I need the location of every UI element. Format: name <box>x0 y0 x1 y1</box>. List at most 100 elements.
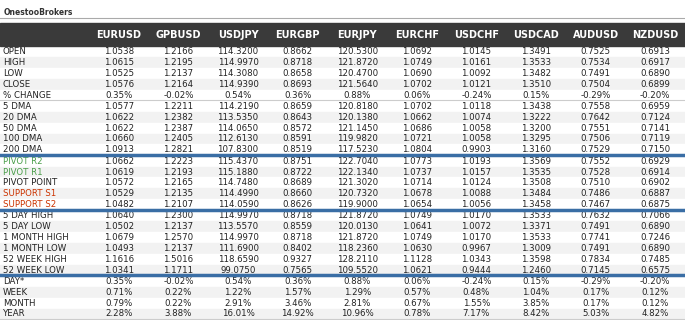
Text: EURJPY: EURJPY <box>338 30 377 40</box>
Text: NZDUSD: NZDUSD <box>632 30 678 40</box>
Text: 1.55%: 1.55% <box>463 299 490 308</box>
Text: 1.0749: 1.0749 <box>402 212 432 220</box>
Text: 114.4990: 114.4990 <box>218 189 258 198</box>
Text: 1.2211: 1.2211 <box>164 102 193 111</box>
Text: 1.04%: 1.04% <box>523 288 549 297</box>
Text: 114.2190: 114.2190 <box>218 102 258 111</box>
Text: 1.3222: 1.3222 <box>521 113 551 122</box>
Text: 52 WEEK HIGH: 52 WEEK HIGH <box>3 255 66 264</box>
Text: 0.6575: 0.6575 <box>640 266 670 275</box>
Text: -0.02%: -0.02% <box>163 277 194 286</box>
Bar <box>0 123 685 133</box>
Text: 1.3200: 1.3200 <box>521 124 551 133</box>
Bar <box>0 265 685 276</box>
Text: 1.2382: 1.2382 <box>164 113 193 122</box>
Text: 0.9967: 0.9967 <box>462 244 491 253</box>
Text: 120.0130: 120.0130 <box>336 222 378 231</box>
Text: 1.0092: 1.0092 <box>462 69 491 78</box>
Text: 1.1711: 1.1711 <box>164 266 193 275</box>
Text: 1.0056: 1.0056 <box>462 200 491 209</box>
Text: 2.91%: 2.91% <box>225 299 251 308</box>
Text: 0.8718: 0.8718 <box>283 212 312 220</box>
Bar <box>0 57 685 68</box>
Bar <box>0 23 685 46</box>
Text: 0.7741: 0.7741 <box>581 233 610 242</box>
Bar <box>0 79 685 90</box>
Text: 114.9970: 114.9970 <box>218 233 258 242</box>
Text: 1.0072: 1.0072 <box>462 222 491 231</box>
Text: 1.0702: 1.0702 <box>402 102 432 111</box>
Text: 1.0690: 1.0690 <box>402 69 432 78</box>
Text: 1 MONTH HIGH: 1 MONTH HIGH <box>3 233 68 242</box>
Text: 0.7551: 0.7551 <box>581 124 610 133</box>
Text: 1.0572: 1.0572 <box>104 178 134 188</box>
Text: DAY*: DAY* <box>3 277 24 286</box>
Text: 114.7480: 114.7480 <box>217 178 259 188</box>
Text: AUDUSD: AUDUSD <box>573 30 619 40</box>
Bar <box>0 254 685 265</box>
Text: 1.0577: 1.0577 <box>104 102 134 111</box>
Text: 0.6899: 0.6899 <box>640 80 670 89</box>
Text: 1.0686: 1.0686 <box>402 124 432 133</box>
Text: 0.54%: 0.54% <box>225 277 251 286</box>
Text: 0.9327: 0.9327 <box>283 255 312 264</box>
Text: 1.0341: 1.0341 <box>104 266 134 275</box>
Text: 0.7552: 0.7552 <box>581 157 610 166</box>
Text: 0.8519: 0.8519 <box>283 145 312 154</box>
Text: 1.2405: 1.2405 <box>164 134 193 143</box>
Text: 0.6890: 0.6890 <box>640 244 670 253</box>
Bar <box>0 298 685 308</box>
Text: 1.0145: 1.0145 <box>462 47 491 56</box>
Text: 115.1880: 115.1880 <box>217 168 259 177</box>
Text: 0.7486: 0.7486 <box>581 189 610 198</box>
Text: 0.8591: 0.8591 <box>283 134 312 143</box>
Text: 0.7834: 0.7834 <box>581 255 610 264</box>
Text: 0.7124: 0.7124 <box>640 113 670 122</box>
Text: 121.8720: 121.8720 <box>336 58 378 67</box>
Text: -0.20%: -0.20% <box>640 277 671 286</box>
Text: 0.8660: 0.8660 <box>283 189 312 198</box>
Text: 121.5640: 121.5640 <box>336 80 378 89</box>
Text: PIVOT POINT: PIVOT POINT <box>3 178 57 188</box>
Text: 1.0576: 1.0576 <box>104 80 134 89</box>
Text: 0.7491: 0.7491 <box>581 244 610 253</box>
Text: 0.67%: 0.67% <box>403 299 430 308</box>
Text: 121.8720: 121.8720 <box>336 212 378 220</box>
Text: 0.8722: 0.8722 <box>283 168 312 177</box>
Text: 200 DMA: 200 DMA <box>3 145 42 154</box>
Text: 0.35%: 0.35% <box>105 91 132 100</box>
Text: 118.6590: 118.6590 <box>218 255 258 264</box>
Text: 100 DMA: 100 DMA <box>3 134 42 143</box>
Text: 1.0615: 1.0615 <box>104 58 134 67</box>
Text: 1.0170: 1.0170 <box>462 233 491 242</box>
Text: 1.0654: 1.0654 <box>402 200 432 209</box>
Text: 0.7485: 0.7485 <box>640 255 670 264</box>
Text: 1.3535: 1.3535 <box>521 168 551 177</box>
Text: 107.8300: 107.8300 <box>217 145 259 154</box>
Text: 7.17%: 7.17% <box>463 309 490 318</box>
Text: 0.7246: 0.7246 <box>640 233 670 242</box>
Text: 114.0590: 114.0590 <box>218 200 258 209</box>
Text: 121.3020: 121.3020 <box>336 178 378 188</box>
Text: 1.3160: 1.3160 <box>521 145 551 154</box>
Text: MONTH: MONTH <box>3 299 35 308</box>
Text: 111.6900: 111.6900 <box>218 244 258 253</box>
Text: 1.0058: 1.0058 <box>462 124 491 133</box>
Bar <box>0 276 685 287</box>
Text: 50 DMA: 50 DMA <box>3 124 36 133</box>
Text: 0.36%: 0.36% <box>284 91 311 100</box>
Text: 0.71%: 0.71% <box>105 288 132 297</box>
Text: 122.1340: 122.1340 <box>336 168 378 177</box>
Text: 0.7467: 0.7467 <box>581 200 610 209</box>
Text: 1.2135: 1.2135 <box>164 189 193 198</box>
Text: 1.2195: 1.2195 <box>164 58 193 67</box>
Text: 1.0737: 1.0737 <box>402 168 432 177</box>
Text: 1.0622: 1.0622 <box>104 124 134 133</box>
Text: EURUSD: EURUSD <box>97 30 141 40</box>
Text: 1.0662: 1.0662 <box>104 157 134 166</box>
Text: 114.9970: 114.9970 <box>218 58 258 67</box>
Text: 0.7506: 0.7506 <box>581 134 610 143</box>
Bar <box>0 133 685 144</box>
Text: 0.8718: 0.8718 <box>283 233 312 242</box>
Text: 0.7491: 0.7491 <box>581 69 610 78</box>
